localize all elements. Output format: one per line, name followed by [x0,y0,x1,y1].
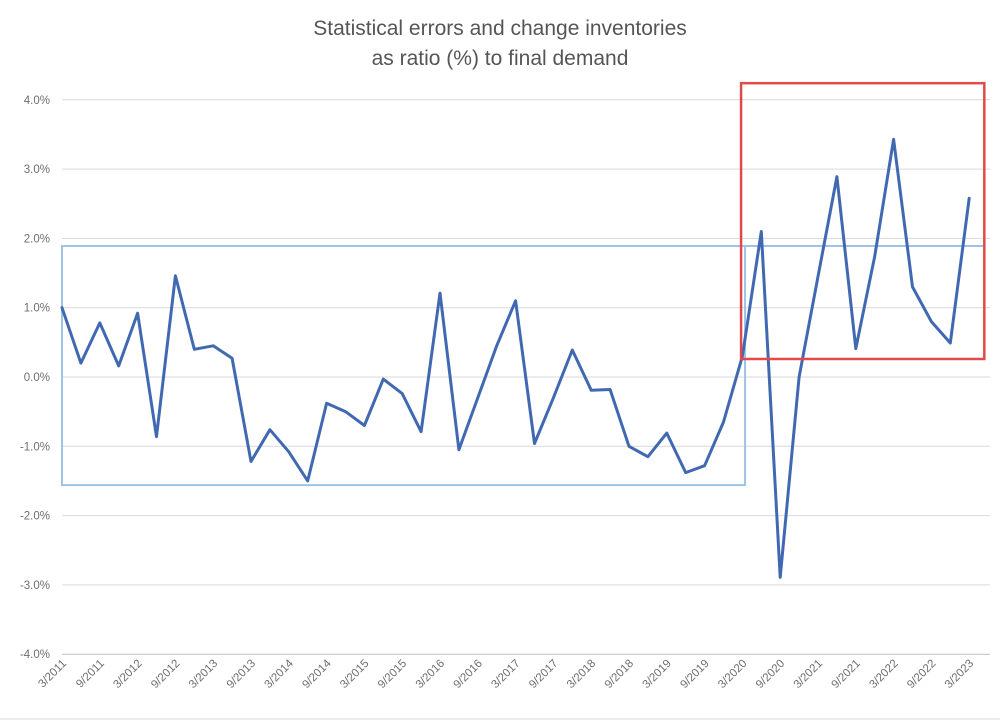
y-tick-label: -2.0% [20,511,50,523]
x-tick-label: 9/2011 [74,658,107,691]
y-tick-label: 2.0% [24,233,50,245]
y-tick-label: -3.0% [20,580,50,592]
x-tick-label: 9/2021 [830,658,863,691]
x-tick-label: 3/2020 [716,658,749,691]
x-tick-label: 3/2017 [489,658,522,691]
x-tick-label: 9/2019 [678,658,711,691]
series-line [60,137,971,579]
y-tick-label: 0.0% [24,372,50,384]
x-tick-label: 3/2019 [641,658,674,691]
x-tick-label: 3/2022 [867,658,900,691]
x-tick-label: 3/2015 [338,658,371,691]
y-tick-label: -1.0% [20,441,50,453]
y-tick-label: -4.0% [20,649,50,661]
x-tick-label: 9/2015 [376,658,409,691]
x-tick-label: 9/2013 [225,658,258,691]
x-tick-label: 3/2021 [792,658,825,691]
x-tick-label: 3/2012 [111,658,144,691]
x-tick-label: 3/2011 [36,658,69,691]
y-tick-label: 4.0% [24,95,50,107]
x-tick-label: 9/2017 [527,658,560,691]
x-tick-label: 9/2014 [300,657,334,691]
x-tick-label: 9/2022 [905,658,938,691]
x-tick-label: 9/2012 [149,658,182,691]
x-tick-label: 3/2013 [187,658,220,691]
y-tick-label: 3.0% [24,164,50,176]
chart-title: Statistical errors and change inventorie… [0,14,1000,75]
blue-highlight-box [61,245,747,487]
x-tick-label: 3/2016 [414,658,447,691]
chart-title-line-2: as ratio (%) to final demand [371,47,629,71]
x-tick-label: 3/2018 [565,658,598,691]
x-tick-label: 9/2016 [452,658,485,691]
chart-title-line-1: Statistical errors and change inventorie… [313,17,687,40]
x-tick-label: 9/2020 [754,658,787,691]
red-highlight-box [739,81,986,361]
x-tick-label: 3/2023 [943,658,976,691]
x-tick-label: 3/2014 [263,657,297,691]
x-tick-label: 9/2018 [603,658,636,691]
y-tick-label: 1.0% [24,303,50,315]
